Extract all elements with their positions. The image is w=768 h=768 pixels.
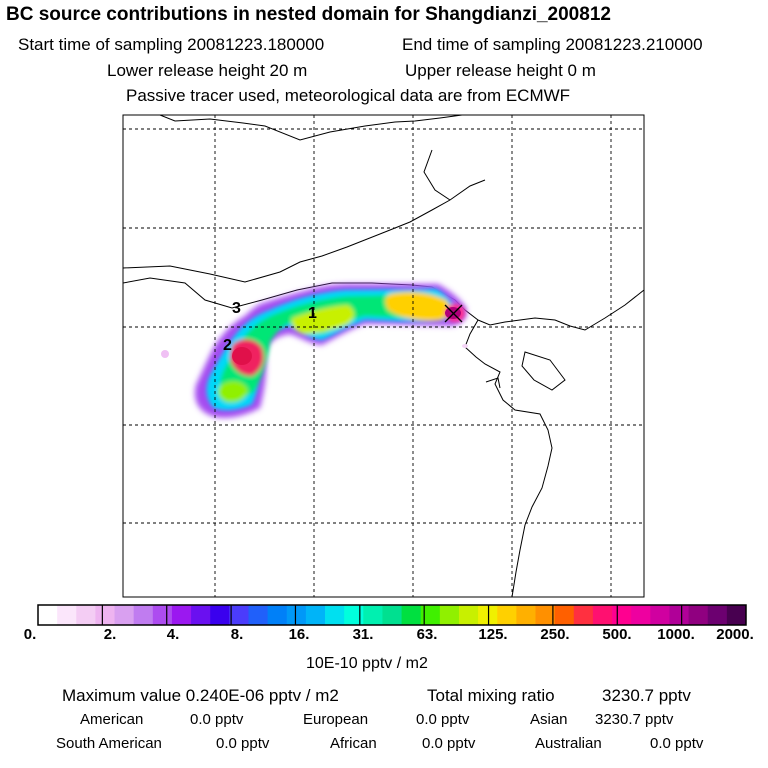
source-name-european: European [303,711,369,728]
colorbar-swatch [286,605,307,625]
colorbar-tick: 2. [103,626,117,643]
colorbar-swatch [669,605,689,625]
colorbar-swatch [363,605,383,625]
colorbar [38,605,747,625]
colorbar-swatch [573,605,594,625]
colorbar-swatch [439,605,460,625]
source-name-south-american: South American [56,735,162,752]
total-mixing-ratio-label: Total mixing ratio [427,686,555,705]
colorbar-swatch [38,605,58,625]
colorbar-swatch [248,605,269,625]
colorbar-swatch [344,605,364,625]
colorbar-swatch [554,605,575,625]
colorbar-swatch [325,605,345,625]
colorbar-tick: 31. [352,626,374,643]
marker-label-1: 1 [308,305,317,322]
source-value-european: 0.0 pptv [416,711,470,728]
upper-release-height: Upper release height 0 m [405,61,596,80]
colorbar-swatch [267,605,288,625]
colorbar-swatch [516,605,536,625]
colorbar-swatch [152,605,173,625]
colorbar-swatch [171,605,192,625]
colorbar-swatch [726,605,747,625]
colorbar-tick: 125. [478,626,508,643]
sampling-end: End time of sampling 20081223.210000 [402,35,703,54]
colorbar-tick: 4. [166,626,180,643]
colorbar-swatch [305,605,326,625]
total-mixing-ratio-value: 3230.7 pptv [602,686,691,705]
source-name-asian: Asian [530,711,568,728]
colorbar-swatch [382,605,402,625]
sampling-start: Start time of sampling 20081223.180000 [18,35,325,54]
colorbar-swatch [57,605,77,625]
source-name-american: American [80,711,144,728]
colorbar-tick: 2000. [716,626,754,643]
colorbar-unit: 10E-10 pptv / m2 [306,655,428,672]
colorbar-swatch [497,605,517,625]
colorbar-tick: 500. [602,626,632,643]
colorbar-swatch [458,605,479,625]
colorbar-swatch [535,605,556,625]
colorbar-tick: 1000. [657,626,695,643]
colorbar-swatch [631,605,651,625]
colorbar-tick: 0. [23,626,37,643]
colorbar-tick: 63. [416,626,438,643]
map-frame [122,114,645,598]
colorbar-frame [37,604,747,626]
colorbar-swatch [95,605,115,625]
colorbar-tick: 8. [230,626,244,643]
marker-label-2: 2 [223,337,232,354]
source-value-south-american: 0.0 pptv [216,735,270,752]
source-value-american: 0.0 pptv [190,711,244,728]
colorbar-tick: 16. [288,626,310,643]
colorbar-swatch [76,605,96,625]
colorbar-swatch [210,605,230,625]
colorbar-swatch [401,605,422,625]
colorbar-swatch [650,605,670,625]
source-value-australian: 0.0 pptv [650,735,704,752]
tracer-note: Passive tracer used, meteorological data… [126,86,571,105]
source-value-african: 0.0 pptv [422,735,476,752]
map-title: BC source contributions in nested domain… [6,4,611,25]
source-plume [161,284,468,418]
source-name-african: African [330,735,377,752]
coastline-boundaries [123,115,644,597]
colorbar-swatch [707,605,728,625]
maximum-value: Maximum value 0.240E-06 pptv / m2 [62,686,339,705]
colorbar-swatch [114,605,135,625]
colorbar-swatch [612,605,632,625]
colorbar-swatch [191,605,211,625]
lower-release-height: Lower release height 20 m [107,61,308,80]
source-name-australian: Australian [535,735,602,752]
colorbar-tick: 250. [540,626,570,643]
graticule [123,115,644,597]
colorbar-swatch [133,605,154,625]
colorbar-swatch [592,605,613,625]
colorbar-swatch [478,605,498,625]
colorbar-swatch [420,605,441,625]
cross-marker-icon [444,304,463,323]
colorbar-swatch [229,605,249,625]
colorbar-swatch [688,605,709,625]
source-value-asian: 3230.7 pptv [595,711,674,728]
marker-label-3: 3 [232,300,241,317]
